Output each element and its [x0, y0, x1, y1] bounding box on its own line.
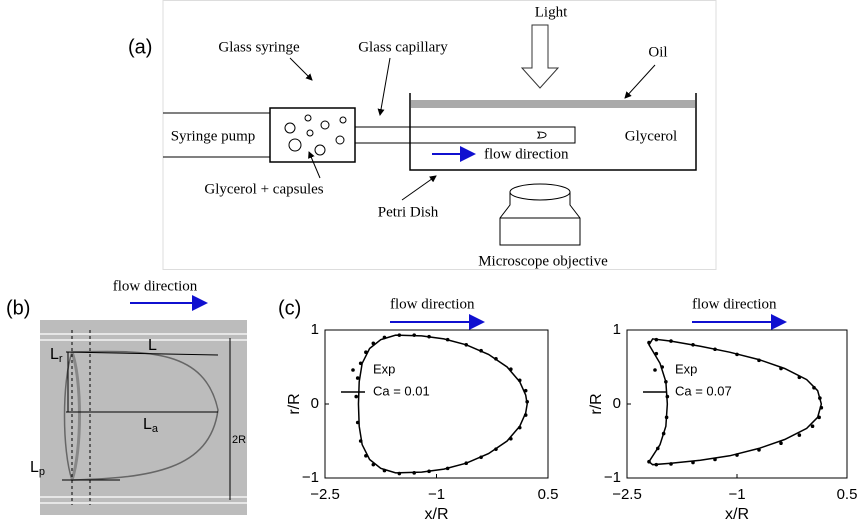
label: Light: [535, 4, 568, 20]
panel-a: (a) Light Glass syringe Glass capillary …: [128, 0, 717, 270]
label: Glycerol + capsules: [204, 181, 323, 197]
x-tick-label: −2.5: [310, 486, 340, 503]
label: Glass capillary: [358, 39, 448, 55]
capsule-rear: [70, 351, 81, 481]
exp-point: [354, 394, 359, 399]
pointer: [308, 151, 321, 179]
legend-marker: [351, 368, 355, 372]
label: Petri Dish: [378, 204, 439, 220]
exp-point: [355, 376, 360, 380]
pointer: [377, 57, 391, 116]
x-tick-label: −1: [428, 486, 445, 503]
annotation: flow direction: [692, 296, 777, 312]
label: Glass syringe: [218, 39, 300, 55]
label: La: [143, 416, 159, 435]
capillary: [354, 126, 576, 144]
y-axis-label: r/R: [588, 393, 605, 414]
legend-label: Exp: [675, 361, 697, 376]
panel-label: (a): [128, 36, 152, 58]
exp-point: [797, 433, 802, 437]
label: Lp: [30, 459, 45, 478]
petri-dish: [409, 93, 697, 171]
x-axis-label: x/R: [425, 506, 449, 523]
panel-border: [162, 0, 717, 270]
pointer: [624, 64, 656, 99]
x-axis-label: x/R: [725, 506, 749, 523]
pointer: [401, 175, 437, 201]
exp-point: [810, 424, 815, 429]
y-axis-label: r/R: [286, 393, 303, 414]
y-tick-label: 1: [311, 321, 319, 338]
y-tick-label: 0: [613, 395, 621, 412]
capsule: [536, 131, 547, 139]
x-tick-label: 0.5: [538, 486, 559, 503]
legend-label: Ca = 0.07: [675, 383, 732, 398]
legend-marker: [653, 368, 657, 372]
label: Microscope objective: [478, 253, 608, 269]
x-tick-label: −1: [728, 486, 745, 503]
objective: [499, 183, 581, 246]
fit-line: [357, 334, 528, 474]
label: 2R: [232, 434, 246, 446]
oil-layer: [411, 100, 695, 108]
x-tick-label: 0.5: [837, 486, 857, 503]
legend-label: Ca = 0.01: [373, 383, 430, 398]
y-tick-label: −1: [302, 469, 319, 486]
label: Glycerol: [625, 128, 677, 144]
label: Syringe pump: [171, 128, 256, 144]
label: Oil: [648, 44, 667, 60]
fit-line: [648, 338, 823, 466]
panel-b: (b) flow direction L Lr La Lp 2R: [6, 278, 247, 515]
y-tick-label: 0: [311, 395, 319, 412]
channel-wall: [40, 333, 247, 504]
label: flow direction: [484, 146, 569, 162]
label: Lr: [50, 346, 63, 365]
label: L: [148, 337, 157, 354]
syringe-pump: [163, 112, 270, 158]
pointer: [289, 57, 313, 81]
dimension-lines: [62, 330, 231, 505]
x-tick-label: −2.5: [612, 486, 642, 503]
legend-label: Exp: [373, 361, 395, 376]
capsule: [63, 350, 219, 481]
capsules: [284, 114, 347, 156]
y-tick-label: 1: [613, 321, 621, 338]
exp-point: [779, 441, 783, 446]
light-arrow: [520, 24, 560, 89]
annotation: flow direction: [390, 296, 475, 312]
panel-label: (c): [278, 297, 301, 319]
y-tick-label: −1: [604, 469, 621, 486]
panel-label: (b): [6, 297, 30, 319]
label: flow direction: [113, 278, 198, 294]
